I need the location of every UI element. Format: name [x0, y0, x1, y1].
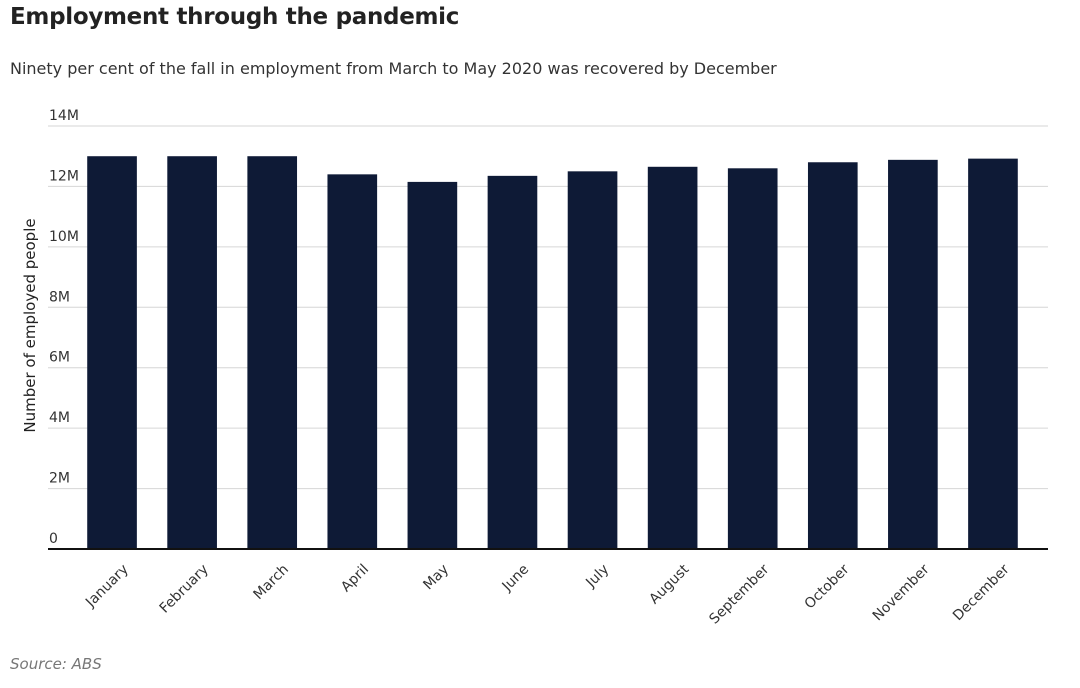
x-tick-label: January — [82, 561, 132, 611]
chart-subtitle: Ninety per cent of the fall in employmen… — [10, 59, 777, 78]
x-tick-label: November — [870, 561, 933, 624]
x-tick-label: December — [950, 561, 1013, 624]
y-tick-label: 0 — [49, 531, 58, 547]
bar-july — [567, 171, 618, 550]
y-tick-label: 12M — [49, 168, 79, 184]
x-tick-label: March — [250, 561, 291, 602]
y-tick-label: 4M — [49, 410, 70, 426]
x-tick-label: February — [157, 561, 212, 616]
bar-june — [487, 175, 538, 549]
y-axis-ticks: 0 2M 4M 6M 8M 10M 12M 14M — [49, 108, 79, 547]
x-tick-label: July — [582, 561, 612, 591]
bar-december — [968, 158, 1018, 550]
x-tick-label: May — [420, 561, 452, 593]
bar-may — [407, 181, 458, 549]
y-axis-title: Number of employed people — [21, 218, 39, 432]
y-tick-label: 14M — [49, 108, 79, 124]
x-tick-label: September — [706, 561, 772, 627]
y-tick-label: 2M — [49, 471, 70, 487]
bar-october — [807, 162, 858, 549]
bar-september — [727, 168, 778, 550]
y-tick-label: 6M — [49, 350, 70, 366]
bar-august — [647, 166, 698, 549]
chart-title: Employment through the pandemic — [10, 4, 460, 30]
bar-january — [87, 156, 137, 549]
x-axis-labels: January February March April May June July Augu… — [82, 561, 1013, 627]
x-tick-label: October — [802, 561, 853, 612]
y-tick-label: 8M — [49, 289, 70, 305]
y-tick-label: 10M — [49, 229, 79, 245]
x-tick-label: June — [499, 561, 533, 595]
bar-february — [167, 156, 217, 549]
bar-november — [888, 159, 938, 549]
x-tick-label: April — [338, 561, 372, 595]
source-note: Source: ABS — [10, 655, 102, 673]
bar-april — [327, 174, 378, 550]
x-tick-label: August — [646, 561, 692, 607]
bars — [87, 156, 1018, 550]
bar-march — [247, 156, 298, 549]
